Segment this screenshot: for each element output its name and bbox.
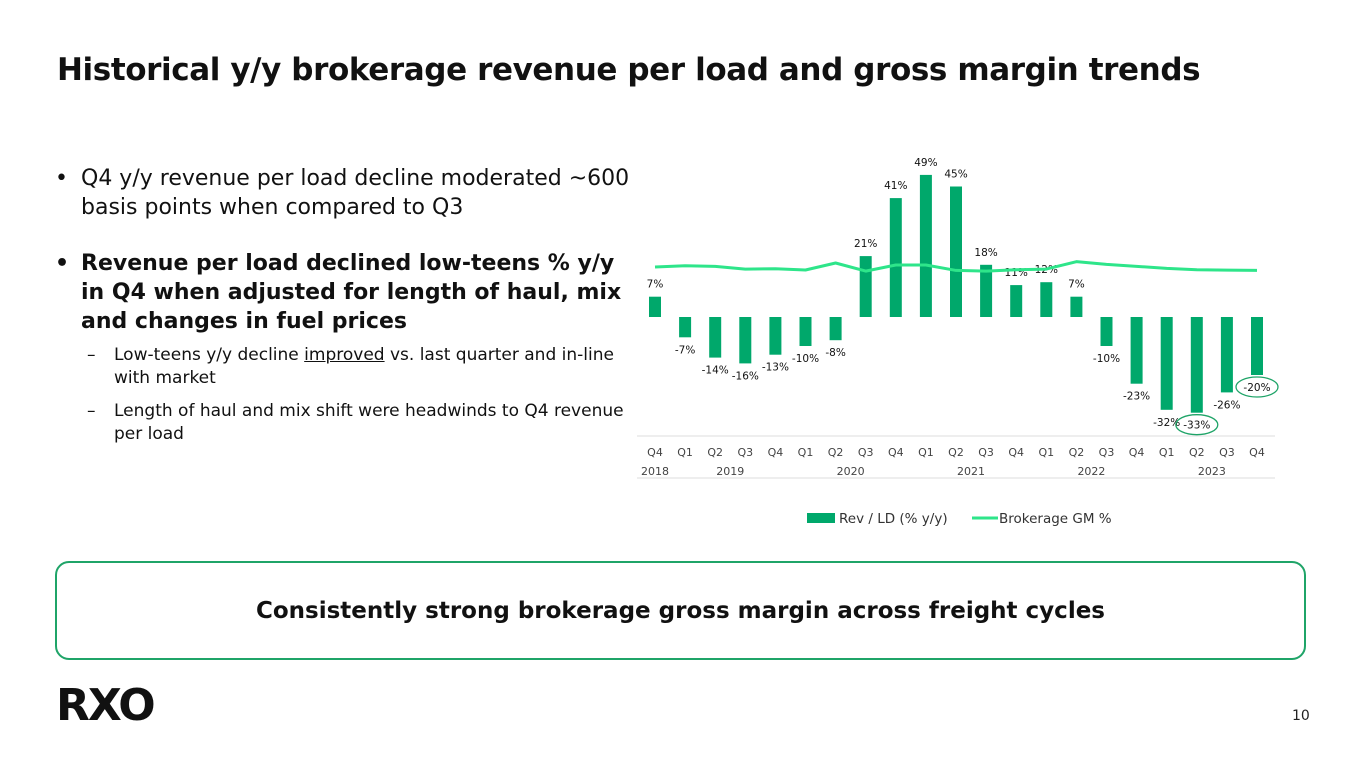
- bar-label-20: -20%: [1243, 382, 1270, 394]
- bullet-dot: •: [55, 251, 70, 276]
- legend-line-label: Brokerage GM %: [999, 511, 1112, 527]
- sub-bullet-length-of-haul: – Length of haul and mix shift were head…: [52, 400, 632, 446]
- rxo-logo: RXO: [56, 684, 156, 724]
- bullet-revenue-decline: • Q4 y/y revenue per load decline modera…: [52, 164, 632, 222]
- bar-17: [1160, 317, 1173, 410]
- x-tick-label-19: Q3: [1219, 446, 1235, 459]
- x-tick-label-8: Q4: [888, 446, 904, 459]
- bar-label-10: 45%: [944, 169, 967, 181]
- sub-bullet-text: Length of haul and mix shift were headwi…: [114, 401, 624, 444]
- bar-13: [1040, 282, 1053, 317]
- x-tick-label-9: Q1: [918, 446, 934, 459]
- underlined-word: improved: [304, 345, 385, 365]
- sub-bullet-text-end: vs. last quarter and in-line with market: [114, 345, 614, 388]
- bar-label-4: -13%: [762, 362, 789, 374]
- bar-label-6: -8%: [825, 347, 845, 359]
- year-label-3: 2021: [957, 465, 985, 478]
- bar-label-19: -26%: [1213, 399, 1240, 411]
- sub-bullet-list: – Low-teens y/y decline improved vs. las…: [52, 344, 632, 446]
- bar-label-18: -33%: [1183, 420, 1210, 432]
- bar-7: [859, 256, 872, 317]
- bar-3: [739, 317, 752, 364]
- highlight-ring-20: [1235, 376, 1279, 398]
- bullet-text: Revenue per load declined low-teens % y/…: [81, 251, 622, 334]
- x-tick-label-2: Q2: [707, 446, 723, 459]
- x-tick-label-15: Q3: [1099, 446, 1115, 459]
- bullet-text: Q4 y/y revenue per load decline moderate…: [81, 166, 630, 220]
- x-tick-label-11: Q3: [978, 446, 994, 459]
- year-label-5: 2023: [1198, 465, 1226, 478]
- bar-14: [1070, 296, 1083, 317]
- page-title: Historical y/y brokerage revenue per loa…: [57, 52, 1201, 88]
- bar-2: [709, 317, 722, 358]
- bar-6: [829, 317, 842, 341]
- x-tick-label-0: Q4: [647, 446, 663, 459]
- bar-label-5: -10%: [792, 353, 819, 365]
- bar-9: [919, 174, 932, 317]
- legend-bar-swatch: [807, 513, 835, 523]
- bar-label-1: -7%: [675, 344, 695, 356]
- year-label-2: 2020: [837, 465, 865, 478]
- bar-15: [1100, 317, 1113, 346]
- x-tick-label-5: Q1: [798, 446, 814, 459]
- sub-bullet-dash: –: [87, 401, 96, 421]
- x-tick-label-3: Q3: [737, 446, 753, 459]
- bar-label-14: 7%: [1068, 279, 1085, 291]
- x-tick-label-14: Q2: [1069, 446, 1085, 459]
- x-tick-label-16: Q4: [1129, 446, 1145, 459]
- x-tick-label-12: Q4: [1008, 446, 1024, 459]
- bar-label-15: -10%: [1093, 353, 1120, 365]
- x-tick-label-10: Q2: [948, 446, 964, 459]
- sub-bullet-dash: –: [87, 345, 96, 365]
- bar-label-7: 21%: [854, 238, 877, 250]
- bar-5: [799, 317, 812, 346]
- highlight-ring-18: [1175, 414, 1219, 436]
- x-tick-label-17: Q1: [1159, 446, 1175, 459]
- bullet-adjusted-revenue: • Revenue per load declined low-teens % …: [52, 249, 632, 336]
- x-tick-label-1: Q1: [677, 446, 693, 459]
- bar-10: [950, 186, 962, 317]
- logo-text: RXO: [56, 684, 154, 724]
- bar-label-0: 7%: [647, 279, 664, 291]
- sub-bullet-low-teens: – Low-teens y/y decline improved vs. las…: [52, 344, 632, 390]
- bar-label-2: -14%: [702, 365, 729, 377]
- bar-19: [1220, 317, 1233, 393]
- bar-label-8: 41%: [884, 180, 907, 192]
- x-tick-label-18: Q2: [1189, 446, 1205, 459]
- x-tick-label-20: Q4: [1249, 446, 1265, 459]
- bar-label-17: -32%: [1153, 417, 1180, 429]
- year-label-4: 2022: [1077, 465, 1105, 478]
- x-tick-label-7: Q3: [858, 446, 874, 459]
- legend-bar-label: Rev / LD (% y/y): [839, 511, 948, 527]
- revenue-margin-chart: 7%-7%-14% -16%-13%-10% -8%21%41%49%45%18%1…: [637, 157, 1279, 527]
- bar-12: [1010, 285, 1023, 317]
- bar-1: [679, 317, 692, 338]
- bar-4: [769, 317, 782, 355]
- callout-box: Consistently strong brokerage gross marg…: [55, 561, 1306, 660]
- bullet-dot: •: [55, 166, 68, 191]
- page-number: 10: [1292, 708, 1310, 724]
- year-label-1: 2019: [716, 465, 744, 478]
- bar-0: [649, 296, 661, 317]
- x-tick-label-13: Q1: [1038, 446, 1054, 459]
- bar-11: [980, 264, 993, 317]
- gross-margin-line: [654, 260, 1258, 273]
- bar-20: [1251, 317, 1263, 375]
- bar-18: [1190, 317, 1203, 413]
- sub-bullet-text-start: Low-teens y/y decline: [114, 345, 305, 365]
- bar-16: [1130, 317, 1143, 384]
- x-tick-label-4: Q4: [768, 446, 784, 459]
- bullet-list: • Q4 y/y revenue per load decline modera…: [52, 164, 632, 456]
- bar-label-9: 49%: [914, 157, 937, 169]
- x-tick-label-6: Q2: [828, 446, 844, 459]
- bar-label-11: 18%: [974, 247, 997, 259]
- bar-label-3: -16%: [732, 370, 759, 382]
- bar-8: [889, 198, 902, 317]
- bar-label-16: -23%: [1123, 391, 1150, 403]
- callout-text: Consistently strong brokerage gross marg…: [255, 597, 1105, 624]
- year-label-0: 2018: [641, 465, 669, 478]
